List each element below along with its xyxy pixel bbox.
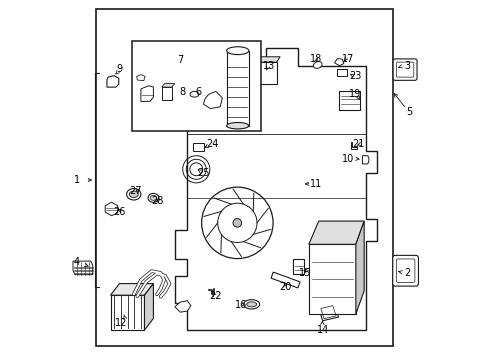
Ellipse shape xyxy=(190,91,199,97)
Ellipse shape xyxy=(150,195,156,201)
Polygon shape xyxy=(308,244,355,314)
Polygon shape xyxy=(73,261,93,275)
Text: 12: 12 xyxy=(115,318,127,328)
Ellipse shape xyxy=(313,62,322,68)
Text: 13: 13 xyxy=(263,61,275,71)
Polygon shape xyxy=(105,202,118,216)
Text: 14: 14 xyxy=(316,325,328,335)
Bar xyxy=(162,87,171,100)
Text: 3: 3 xyxy=(403,61,409,71)
Text: 5: 5 xyxy=(405,107,411,117)
Text: 8: 8 xyxy=(179,87,184,98)
Polygon shape xyxy=(270,272,300,288)
Text: 24: 24 xyxy=(206,139,218,149)
Text: 20: 20 xyxy=(279,282,291,292)
Ellipse shape xyxy=(148,193,159,202)
Polygon shape xyxy=(350,143,356,149)
Circle shape xyxy=(233,219,241,227)
Text: 10: 10 xyxy=(341,154,353,163)
Text: 7: 7 xyxy=(177,55,183,65)
Bar xyxy=(255,62,276,84)
Text: 28: 28 xyxy=(150,197,163,206)
Text: 17: 17 xyxy=(341,54,354,64)
Polygon shape xyxy=(255,57,280,62)
Polygon shape xyxy=(136,75,145,81)
Ellipse shape xyxy=(129,191,138,198)
Polygon shape xyxy=(203,91,222,109)
Bar xyxy=(337,69,346,76)
Text: 2: 2 xyxy=(403,268,409,278)
Bar xyxy=(292,259,304,274)
Text: 4: 4 xyxy=(73,257,80,267)
Text: 26: 26 xyxy=(113,207,125,217)
Text: 27: 27 xyxy=(129,186,142,196)
Polygon shape xyxy=(107,76,119,87)
Text: 11: 11 xyxy=(309,179,322,189)
Ellipse shape xyxy=(226,122,248,129)
Text: 6: 6 xyxy=(195,87,201,98)
Ellipse shape xyxy=(126,189,141,200)
Text: 1: 1 xyxy=(73,175,80,185)
Text: 15: 15 xyxy=(299,268,311,278)
Text: 18: 18 xyxy=(309,54,322,64)
Ellipse shape xyxy=(226,47,248,55)
Bar xyxy=(338,91,360,111)
Text: 23: 23 xyxy=(348,71,361,81)
Text: 22: 22 xyxy=(209,291,222,301)
Bar xyxy=(192,143,203,151)
Text: 19: 19 xyxy=(348,89,361,99)
Polygon shape xyxy=(175,301,190,312)
Polygon shape xyxy=(110,284,153,295)
Bar xyxy=(226,51,248,126)
Polygon shape xyxy=(318,303,338,321)
Polygon shape xyxy=(162,84,175,87)
Polygon shape xyxy=(355,221,364,314)
Polygon shape xyxy=(334,59,343,66)
Text: 9: 9 xyxy=(116,64,122,74)
Polygon shape xyxy=(362,156,368,164)
Polygon shape xyxy=(144,284,153,330)
Bar xyxy=(132,41,260,131)
Ellipse shape xyxy=(246,302,256,307)
Polygon shape xyxy=(110,295,144,330)
Polygon shape xyxy=(141,86,153,102)
Ellipse shape xyxy=(243,300,259,309)
FancyBboxPatch shape xyxy=(392,255,418,286)
Text: 21: 21 xyxy=(352,139,364,149)
Bar xyxy=(96,9,392,346)
FancyBboxPatch shape xyxy=(392,59,416,80)
Text: 16: 16 xyxy=(234,300,246,310)
Circle shape xyxy=(201,187,272,258)
Circle shape xyxy=(217,203,257,243)
Polygon shape xyxy=(308,221,364,244)
Text: 25: 25 xyxy=(197,168,209,178)
